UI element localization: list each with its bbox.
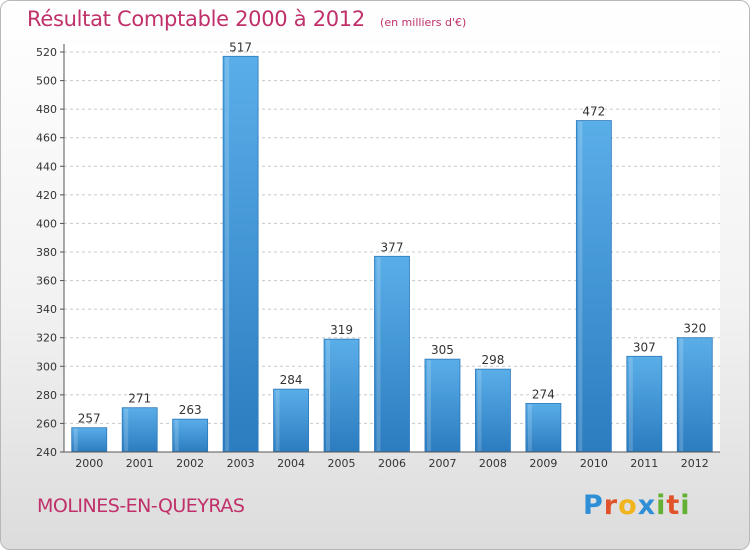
bar-value-label: 319	[330, 323, 353, 337]
y-tick-label: 280	[36, 389, 57, 402]
bar-value-label: 517	[229, 40, 252, 54]
logo-letter: t	[666, 490, 681, 521]
bar-highlight	[376, 257, 381, 451]
bar-value-label: 284	[280, 373, 303, 387]
logo-letter: r	[603, 490, 619, 521]
bar-highlight	[124, 408, 129, 451]
bar-value-label: 377	[381, 240, 404, 254]
y-tick-label: 380	[36, 246, 57, 259]
y-tick-label: 520	[36, 46, 57, 59]
bar-highlight	[527, 404, 532, 451]
bar-highlight	[477, 370, 482, 451]
bar	[475, 368, 511, 453]
bar-value-label: 274	[532, 387, 555, 401]
y-axis: 240 260 280 300 320 340 360 380 400 420 440 460 480 5…	[36, 44, 65, 459]
y-tick-label: 300	[36, 360, 57, 373]
bar-highlight	[578, 121, 583, 452]
proxiti-logo: Proxiti	[583, 490, 691, 521]
y-tick-label: 500	[36, 75, 57, 88]
bar	[273, 388, 309, 453]
logo-letter: x	[637, 490, 657, 521]
bar	[575, 120, 612, 453]
y-tick-label: 320	[36, 332, 57, 345]
bar-value-label: 257	[78, 412, 101, 426]
x-tick-label: 2009	[529, 457, 557, 470]
x-tick-label: 2001	[126, 457, 154, 470]
bar-highlight	[628, 357, 633, 451]
bar	[676, 337, 713, 453]
bar-value-label: 305	[431, 343, 454, 357]
x-tick-label: 2011	[630, 457, 658, 470]
bar	[374, 255, 410, 453]
x-tick-label: 2002	[176, 457, 204, 470]
y-tick-label: 360	[36, 275, 57, 288]
y-tick-label: 440	[36, 160, 57, 173]
bar-highlight	[326, 340, 331, 451]
y-tick-label: 340	[36, 303, 57, 316]
x-tick-label: 2000	[75, 457, 103, 470]
commune-name: MOLINES-EN-QUEYRAS	[37, 495, 245, 517]
bar	[626, 355, 663, 453]
chart-title-main: Résultat Comptable 2000 à 2012	[27, 7, 365, 31]
logo-letter: i	[656, 490, 667, 521]
bar-value-label: 298	[481, 353, 504, 367]
x-tick-label: 2012	[681, 457, 709, 470]
x-axis: 2000 2001 2002 2003 2004 2005 2006 2007 2008 2009…	[64, 451, 720, 470]
y-tick-label: 460	[36, 132, 57, 145]
logo-letter: P	[583, 490, 604, 521]
bar-highlight	[679, 338, 684, 451]
x-tick-label: 2008	[479, 457, 507, 470]
x-tick-label: 2005	[328, 457, 356, 470]
bar	[323, 338, 360, 453]
bar-highlight	[225, 57, 230, 452]
bar-value-label: 320	[683, 322, 706, 336]
bar-value-label: 472	[582, 105, 605, 119]
y-tick-label: 400	[36, 217, 57, 230]
y-tick-label: 480	[36, 103, 57, 116]
logo-letter: i	[680, 490, 691, 521]
bar	[121, 407, 158, 453]
chart-title: Résultat Comptable 2000 à 2012 (en milli…	[27, 7, 466, 31]
x-tick-label: 2006	[378, 457, 406, 470]
bars: 257 271 263 517 284 319 377 305 298 274 472 307 320	[71, 40, 713, 453]
bar-value-label: 307	[633, 340, 656, 354]
bar	[222, 55, 259, 453]
y-tick-label: 420	[36, 189, 57, 202]
logo-letter: o	[618, 490, 638, 521]
x-tick-label: 2004	[277, 457, 305, 470]
x-tick-label: 2007	[428, 457, 456, 470]
bar-highlight	[275, 390, 280, 451]
y-tick-label: 240	[36, 446, 57, 459]
bar-highlight	[426, 360, 431, 451]
y-tick-label: 260	[36, 417, 57, 430]
bar	[424, 358, 461, 453]
bar-highlight	[174, 420, 179, 451]
bar-highlight	[73, 428, 78, 451]
chart-title-unit: (en milliers d'€)	[380, 16, 467, 29]
bar-value-label: 263	[179, 403, 202, 417]
x-tick-label: 2003	[227, 457, 255, 470]
bar-value-label: 271	[128, 392, 151, 406]
x-tick-label: 2010	[580, 457, 608, 470]
